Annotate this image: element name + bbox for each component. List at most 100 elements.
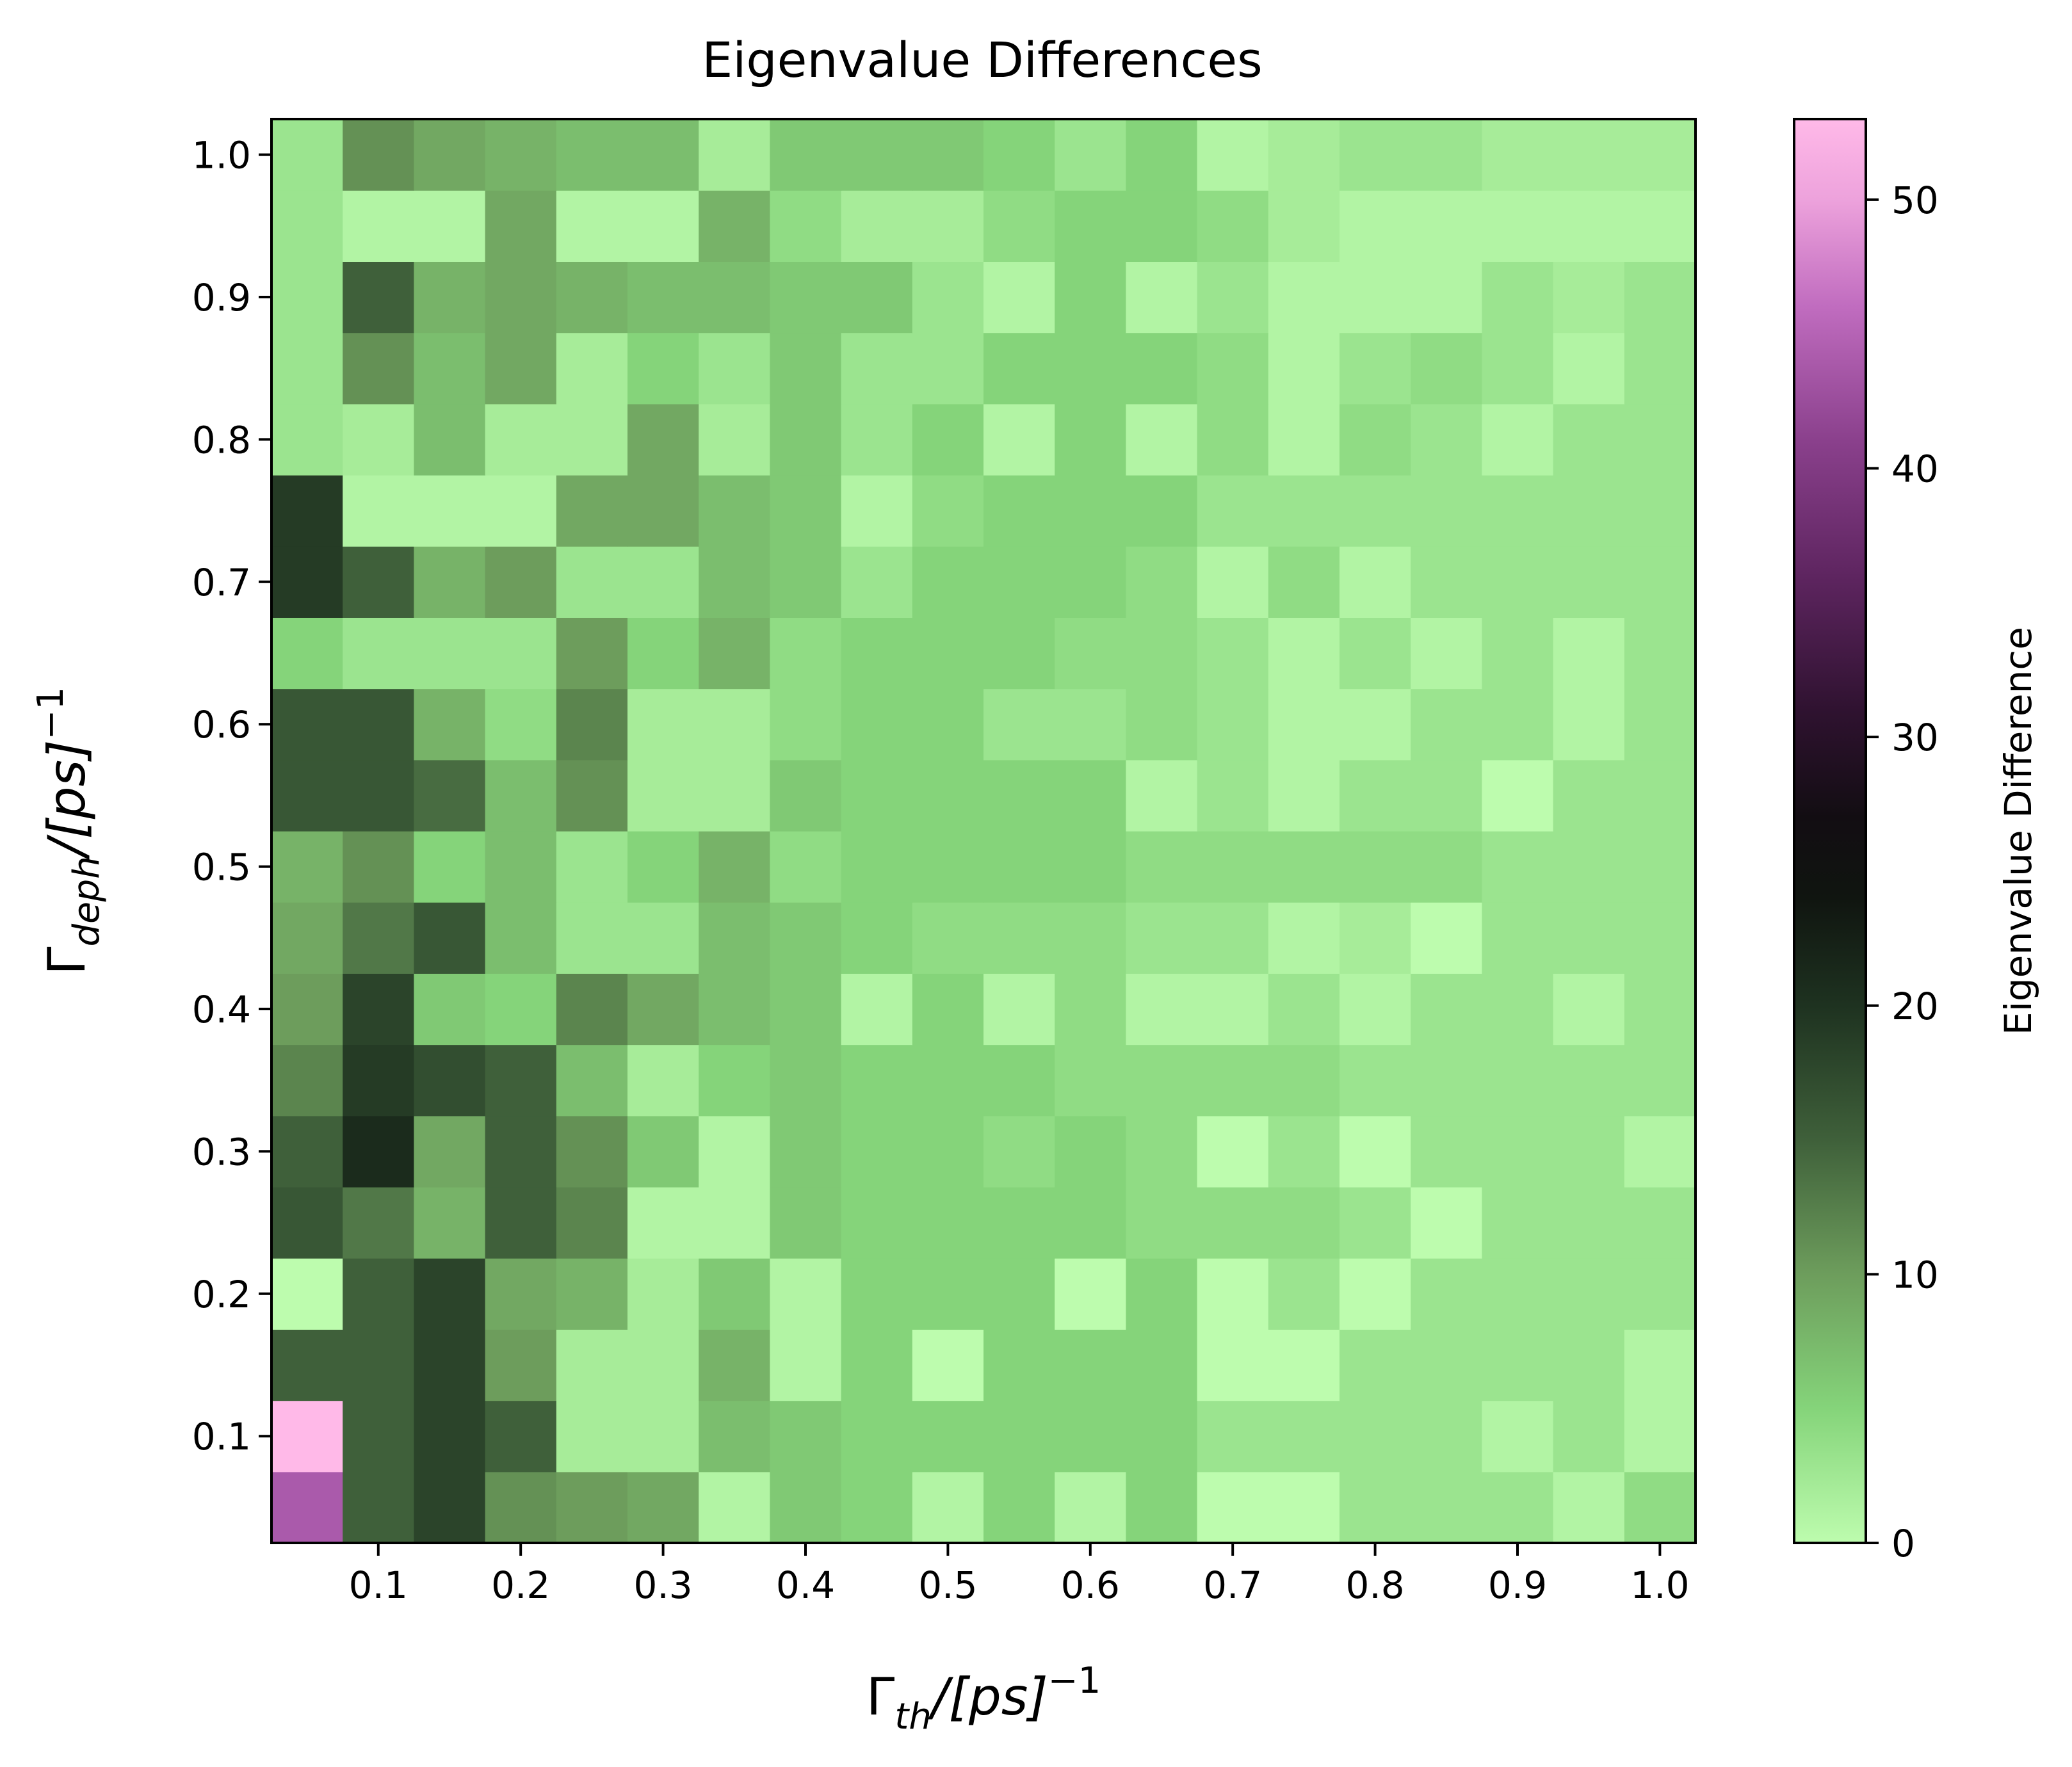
- heatmap-cell: [1482, 261, 1554, 334]
- heatmap-cell: [1553, 688, 1625, 761]
- heatmap-cell: [1268, 403, 1340, 476]
- heatmap-cell: [271, 119, 343, 191]
- heatmap-cell: [1055, 973, 1126, 1045]
- heatmap-cell: [556, 1187, 628, 1259]
- x-axis-label: Γth/[ps]−1: [866, 1660, 1101, 1738]
- heatmap-cell: [770, 1471, 842, 1544]
- heatmap-cell: [1126, 1258, 1198, 1330]
- heatmap-cell: [912, 190, 984, 262]
- heatmap-cell: [699, 403, 770, 476]
- heatmap-cell: [414, 688, 486, 761]
- heatmap-cell: [841, 1115, 913, 1188]
- heatmap-cell: [1624, 403, 1696, 476]
- colorbar-tick-label: 10: [1891, 1253, 1939, 1296]
- heatmap-cell: [485, 475, 557, 547]
- heatmap-cell: [770, 190, 842, 262]
- heatmap-cell: [770, 831, 842, 903]
- heatmap-cell: [627, 759, 699, 832]
- heatmap-cell: [1055, 1115, 1126, 1188]
- heatmap-cell: [1482, 546, 1554, 618]
- heatmap-cell: [1482, 190, 1554, 262]
- heatmap-cell: [556, 973, 628, 1045]
- heatmap-cell: [1126, 546, 1198, 618]
- heatmap-cell: [1055, 332, 1126, 405]
- heatmap-cell: [1411, 190, 1482, 262]
- heatmap-cell: [1482, 973, 1554, 1045]
- heatmap-cell: [1482, 1471, 1554, 1544]
- heatmap-cell: [1340, 1115, 1411, 1188]
- heatmap-cell: [1340, 332, 1411, 405]
- heatmap-cell: [1197, 332, 1269, 405]
- heatmap-cell: [485, 1400, 557, 1472]
- heatmap-cell: [1624, 475, 1696, 547]
- heatmap-cell: [485, 546, 557, 618]
- heatmap-cell: [1268, 119, 1340, 191]
- heatmap-cell: [1340, 902, 1411, 974]
- heatmap-cell: [485, 759, 557, 832]
- heatmap-cell: [343, 261, 414, 334]
- heatmap-cell: [414, 831, 486, 903]
- heatmap-cell: [1482, 119, 1554, 191]
- heatmap-cell: [1268, 475, 1340, 547]
- y-tick-label: 0.3: [192, 1130, 251, 1174]
- heatmap-cell: [1268, 546, 1340, 618]
- heatmap-cell: [699, 1258, 770, 1330]
- heatmap-cell: [1624, 688, 1696, 761]
- heatmap-cell: [1340, 973, 1411, 1045]
- heatmap-cell: [841, 546, 913, 618]
- heatmap-cell: [1126, 1471, 1198, 1544]
- heatmap-cell: [1268, 1187, 1340, 1259]
- heatmap-cell: [699, 1329, 770, 1401]
- heatmap-cell: [1197, 1329, 1269, 1401]
- heatmap-cell: [1340, 1258, 1411, 1330]
- heatmap-cell: [770, 546, 842, 618]
- heatmap-cell: [1126, 1044, 1198, 1117]
- heatmap-cell: [1268, 688, 1340, 761]
- heatmap-cell: [556, 902, 628, 974]
- heatmap-cell: [1482, 1115, 1554, 1188]
- heatmap-cell: [1126, 759, 1198, 832]
- heatmap-cell: [770, 1044, 842, 1117]
- heatmap-cell: [699, 475, 770, 547]
- heatmap-cell: [1268, 332, 1340, 405]
- heatmap-cell: [983, 1044, 1055, 1117]
- heatmap-cell: [1411, 475, 1482, 547]
- y-tick-label: 0.5: [192, 846, 251, 889]
- heatmap-cell: [1340, 403, 1411, 476]
- x-tick-label: 0.5: [918, 1563, 977, 1607]
- heatmap-cell: [1482, 1329, 1554, 1401]
- heatmap-cell: [485, 1329, 557, 1401]
- heatmap-cell: [485, 1187, 557, 1259]
- heatmap-cell: [770, 973, 842, 1045]
- heatmap-cell: [485, 902, 557, 974]
- heatmap-cell: [1197, 1400, 1269, 1472]
- heatmap-cell: [1197, 617, 1269, 690]
- heatmap-cell: [912, 1400, 984, 1472]
- heatmap-cell: [1197, 973, 1269, 1045]
- heatmap-cell: [414, 261, 486, 334]
- heatmap-cell: [1268, 617, 1340, 690]
- heatmap-cell: [1197, 831, 1269, 903]
- heatmap-cell: [770, 475, 842, 547]
- y-tick-label: 0.6: [192, 703, 251, 746]
- heatmap-cell: [1197, 119, 1269, 191]
- heatmap-cell: [770, 759, 842, 832]
- heatmap-cell: [343, 403, 414, 476]
- heatmap-cell: [1482, 1187, 1554, 1259]
- heatmap-cell: [841, 261, 913, 334]
- heatmap-cell: [485, 617, 557, 690]
- heatmap-cell: [1126, 190, 1198, 262]
- heatmap-cell: [414, 190, 486, 262]
- heatmap-cell: [770, 688, 842, 761]
- heatmap-cell: [627, 1115, 699, 1188]
- heatmap-cell: [556, 1044, 628, 1117]
- heatmap-cell: [1553, 1329, 1625, 1401]
- heatmap-cell: [556, 332, 628, 405]
- heatmap-cell: [1624, 1187, 1696, 1259]
- heatmap-cell: [343, 831, 414, 903]
- heatmap-cell: [770, 902, 842, 974]
- heatmap-cell: [271, 902, 343, 974]
- heatmap-cell: [1055, 759, 1126, 832]
- heatmap-cell: [912, 119, 984, 191]
- x-axis: 0.1 0.2 0.3 0.4 0.5 0.6 0.7 0.8 0.9 1.0: [349, 1543, 1690, 1607]
